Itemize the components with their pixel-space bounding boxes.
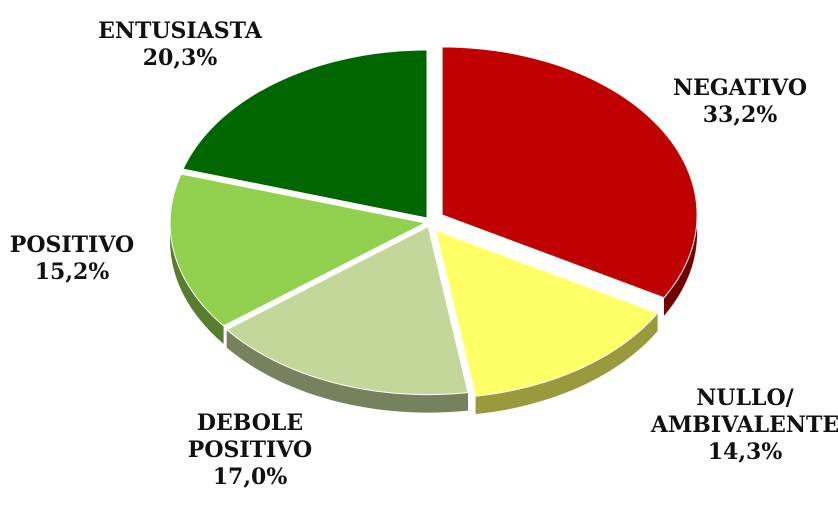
slice [225, 225, 469, 396]
slice-label: ENTUSIASTA 20,3% [98, 18, 262, 72]
slice-label: NEGATIVO 33,2% [673, 75, 807, 129]
slice [169, 173, 427, 327]
category-label: NULLO/ AMBIVALENTE [650, 385, 838, 438]
category-label: ENTUSIASTA [98, 18, 262, 44]
slice-label: POSITIVO 15,2% [10, 232, 134, 286]
category-label: POSITIVO [9, 232, 135, 258]
value-label: 20,3% [142, 45, 218, 71]
slice [434, 229, 659, 397]
category-label: NEGATIVO [672, 75, 808, 101]
slice-side [663, 214, 698, 316]
category-label: DEBOLE POSITIVO [187, 410, 313, 463]
value-label: 17,0% [212, 464, 288, 490]
slice-label: NULLO/ AMBIVALENTE 14,3% [651, 385, 838, 466]
slice-side [226, 329, 469, 413]
value-label: 15,2% [34, 259, 110, 285]
slice [441, 46, 698, 299]
slice-label: DEBOLE POSITIVO 17,0% [188, 410, 312, 491]
slice [182, 49, 428, 219]
value-label: 14,3% [707, 439, 783, 465]
value-label: 33,2% [702, 102, 778, 128]
